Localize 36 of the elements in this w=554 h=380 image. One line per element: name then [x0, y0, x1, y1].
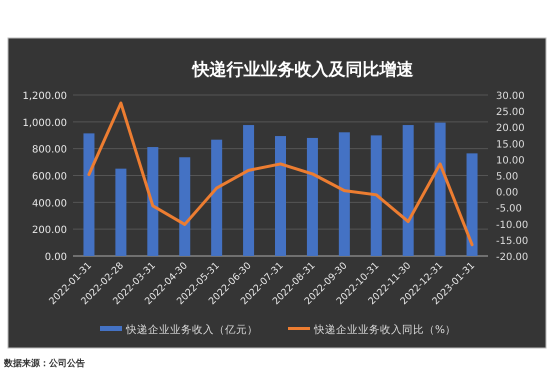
- bar: [434, 122, 446, 256]
- line-series: [87, 102, 474, 246]
- y-tick-label: 400.00: [32, 198, 67, 210]
- bar: [338, 132, 350, 256]
- bar: [402, 125, 414, 256]
- bar: [147, 147, 158, 256]
- bar: [211, 140, 222, 256]
- y-tick-label: 0.00: [44, 252, 67, 263]
- bar: [306, 138, 318, 256]
- y2-tick-label: -5.00: [496, 204, 522, 215]
- bar: [243, 125, 254, 256]
- bar: [83, 133, 94, 256]
- y2-tick-label: -10.00: [496, 220, 528, 231]
- bar: [179, 157, 190, 256]
- y2-tick-label: -15.00: [496, 236, 528, 247]
- y2-tick-label: 25.00: [496, 107, 525, 118]
- bar: [370, 135, 382, 256]
- y-tick-label: 1,200.00: [22, 91, 67, 102]
- y2-tick-label: 5.00: [496, 172, 518, 182]
- chart-title: 快递行业业务收入及同比增速: [192, 60, 414, 80]
- bar: [115, 168, 126, 256]
- y2-tick-label: 15.00: [496, 139, 525, 150]
- source-note: 数据来源：公司公告: [3, 358, 85, 369]
- bar: [466, 153, 478, 256]
- y-tick-label: 200.00: [32, 225, 67, 236]
- legend-label: 快递企业业务收入（亿元）: [125, 323, 258, 336]
- y2-tick-label: -20.00: [496, 252, 528, 263]
- legend-label: 快递企业业务收入同比（%）: [313, 323, 456, 336]
- y2-tick-label: 30.00: [496, 91, 525, 102]
- y2-tick-label: 20.00: [496, 123, 525, 134]
- bar: [275, 136, 286, 256]
- y-tick-label: 800.00: [32, 144, 67, 156]
- y-tick-label: 600.00: [32, 172, 67, 182]
- y2-tick-label: 0.00: [496, 188, 518, 199]
- y-tick-label: 1,000.00: [22, 118, 67, 129]
- y2-tick-label: 10.00: [496, 155, 525, 166]
